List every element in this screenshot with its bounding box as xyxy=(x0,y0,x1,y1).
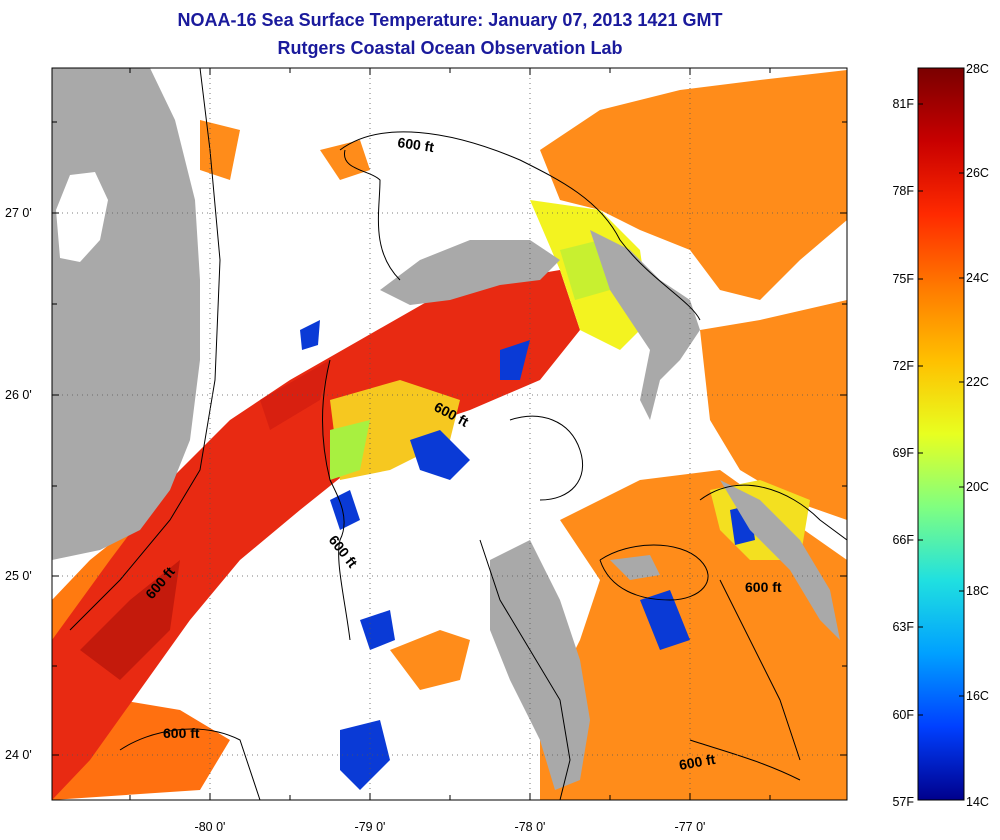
lat-label: 26 0' xyxy=(5,388,32,402)
colorbar-fahrenheit-label: 63F xyxy=(892,620,914,634)
colorbar-fahrenheit-label: 81F xyxy=(892,97,914,111)
map-subtitle: Rutgers Coastal Ocean Observation Lab xyxy=(277,38,623,58)
map-title: NOAA-16 Sea Surface Temperature: January… xyxy=(177,10,723,30)
land-abaco xyxy=(590,230,700,420)
lon-label: -80 0' xyxy=(195,820,226,834)
lon-label: -78 0' xyxy=(515,820,546,834)
colorbar-celsius-label: 28C xyxy=(966,62,989,76)
map-content: 600 ft 600 ft 600 ft 600 ft 600 ft 600 f… xyxy=(52,68,847,800)
colorbar-fahrenheit-label: 60F xyxy=(892,708,914,722)
colorbar-celsius-label: 26C xyxy=(966,166,989,180)
contour-label: 600 ft xyxy=(745,579,782,595)
axis-ticks xyxy=(52,68,847,800)
land-eleuthera xyxy=(720,480,840,640)
colorbar-fahrenheit-label: 75F xyxy=(892,272,914,286)
contour-label: 600 ft xyxy=(397,134,436,155)
colorbar-celsius-label: 14C xyxy=(966,795,989,809)
colorbar-fahrenheit-label: 66F xyxy=(892,533,914,547)
land-grand-bahama xyxy=(380,240,560,305)
colorbar-fahrenheit-label: 72F xyxy=(892,359,914,373)
colorbar-celsius-label: 24C xyxy=(966,271,989,285)
graticule xyxy=(52,68,847,800)
lon-label: -79 0' xyxy=(355,820,386,834)
lat-label: 25 0' xyxy=(5,569,32,583)
land-new-providence xyxy=(610,555,660,580)
contour-label: 600 ft xyxy=(163,725,200,741)
colorbar-celsius-label: 20C xyxy=(966,480,989,494)
colorbar-celsius-label: 18C xyxy=(966,584,989,598)
colorbar-ticks xyxy=(918,103,964,716)
depth-contours xyxy=(69,68,847,800)
colorbar-celsius-label: 22C xyxy=(966,375,989,389)
colorbar-fahrenheit-label: 57F xyxy=(892,795,914,809)
longitude-labels: -80 0' -79 0' -78 0' -77 0' xyxy=(195,820,706,834)
colorbar-fahrenheit-label: 69F xyxy=(892,446,914,460)
colorbar-fahrenheit-label: 78F xyxy=(892,184,914,198)
lat-label: 24 0' xyxy=(5,748,32,762)
lat-label: 27 0' xyxy=(5,206,32,220)
lon-label: -77 0' xyxy=(675,820,706,834)
latitude-labels: 27 0' 26 0' 25 0' 24 0' xyxy=(5,206,32,762)
lake-okeechobee xyxy=(56,172,108,262)
colorbar-celsius-label: 16C xyxy=(966,689,989,703)
contour-label: 600 ft xyxy=(678,751,717,773)
colorbar: 28C 26C 24C 22C 20C 18C 16C 14C 81F 78F … xyxy=(892,62,988,809)
colorbar-gradient xyxy=(917,67,965,801)
